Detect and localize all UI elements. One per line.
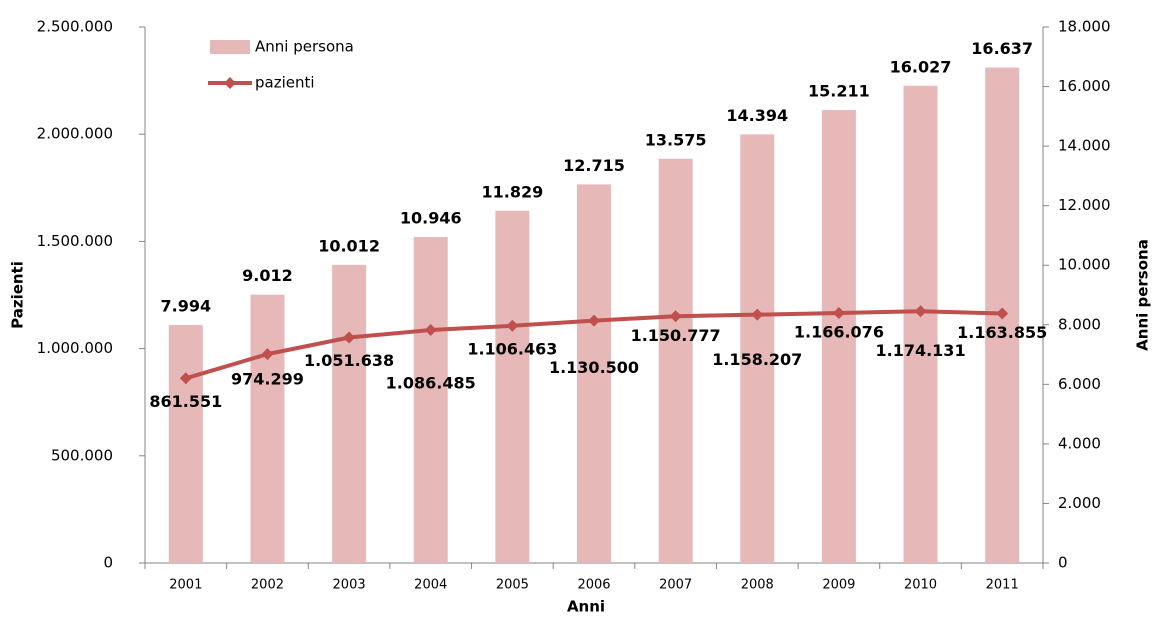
bar-value-label: 13.575: [645, 130, 707, 149]
bar-value-label: 12.715: [563, 156, 625, 175]
bar-value-label: 16.637: [971, 39, 1033, 58]
line-value-label: 1.086.485: [386, 374, 476, 393]
bar: [903, 85, 938, 563]
x-tick-label: 2003: [333, 578, 366, 593]
y2-tick-label: 18.000: [1058, 18, 1111, 36]
line-marker: [588, 314, 600, 327]
bar-value-label: 11.829: [481, 182, 543, 201]
y-tick-label: 1.000.000: [37, 339, 113, 357]
line-marker: [179, 372, 192, 385]
x-tick-label: 2008: [741, 578, 774, 593]
legend-marker: [224, 77, 236, 89]
y-tick-label: 2.000.000: [37, 125, 113, 143]
y2-tick-label: 2.000: [1058, 494, 1101, 512]
y-tick-label: 1.500.000: [37, 232, 113, 250]
y2-tick-label: 4.000: [1058, 434, 1101, 452]
x-tick-label: 2001: [169, 578, 202, 593]
line-value-label: 974.299: [231, 370, 304, 389]
bar: [740, 134, 775, 563]
line-value-label: 1.158.207: [712, 350, 802, 369]
y-axis-title: Pazienti: [9, 261, 27, 329]
bar: [577, 184, 611, 563]
x-tick-label: 2005: [496, 578, 529, 593]
x-tick-label: 2004: [414, 578, 447, 593]
x-tick-label: 2002: [251, 578, 284, 593]
bar-value-label: 9.012: [242, 266, 293, 285]
y2-tick-label: 0: [1058, 554, 1068, 572]
y2-tick-label: 10.000: [1058, 256, 1111, 274]
bar-value-label: 16.027: [890, 57, 952, 76]
line-value-label: 1.106.463: [467, 339, 557, 358]
legend-label: Anni persona: [255, 38, 354, 56]
line-value-label: 1.174.131: [875, 341, 965, 360]
bar: [413, 237, 448, 564]
line-marker: [506, 319, 519, 332]
line-value-label: 1.150.777: [631, 326, 721, 345]
legend-label: pazienti: [255, 74, 315, 92]
line-value-label: 1.051.638: [304, 351, 394, 370]
bar: [658, 158, 693, 563]
bar-value-label: 10.012: [318, 236, 380, 255]
line-marker: [424, 324, 437, 337]
line-marker: [343, 331, 356, 344]
line-marker: [751, 308, 764, 321]
bar: [250, 294, 285, 563]
x-tick-label: 2007: [659, 578, 692, 593]
line-marker: [261, 348, 274, 361]
x-tick-label: 2010: [904, 578, 937, 593]
bar: [495, 210, 530, 563]
legend-swatch: [210, 40, 250, 54]
line-marker: [996, 307, 1009, 320]
x-axis-title: Anni: [567, 598, 605, 616]
x-tick-label: 2011: [986, 578, 1019, 593]
bar-value-label: 10.946: [400, 209, 462, 228]
line-value-label: 861.551: [149, 392, 222, 411]
line-value-label: 1.130.500: [549, 358, 639, 377]
line-marker: [914, 305, 927, 318]
y2-tick-label: 12.000: [1058, 196, 1111, 214]
bar: [821, 110, 856, 563]
line-value-label: 1.163.855: [957, 323, 1047, 342]
y-tick-label: 0: [103, 554, 113, 572]
line-value-label: 1.166.076: [794, 322, 884, 341]
y2-tick-label: 6.000: [1058, 375, 1101, 393]
y2-axis-title: Anni persona: [1134, 239, 1152, 351]
x-tick-label: 2009: [822, 578, 855, 593]
bar-value-label: 7.994: [161, 296, 212, 315]
y-tick-label: 500.000: [51, 446, 113, 464]
y-tick-label: 2.500.000: [37, 18, 113, 36]
bar: [332, 264, 367, 563]
line-marker: [669, 310, 682, 323]
y2-tick-label: 16.000: [1058, 77, 1111, 95]
x-tick-label: 2006: [577, 578, 610, 593]
bar-value-label: 15.211: [808, 82, 870, 101]
y2-tick-label: 8.000: [1058, 315, 1101, 333]
y2-tick-label: 14.000: [1058, 137, 1111, 155]
bar: [168, 324, 203, 563]
bar-value-label: 14.394: [726, 106, 788, 125]
line-marker: [832, 306, 845, 319]
